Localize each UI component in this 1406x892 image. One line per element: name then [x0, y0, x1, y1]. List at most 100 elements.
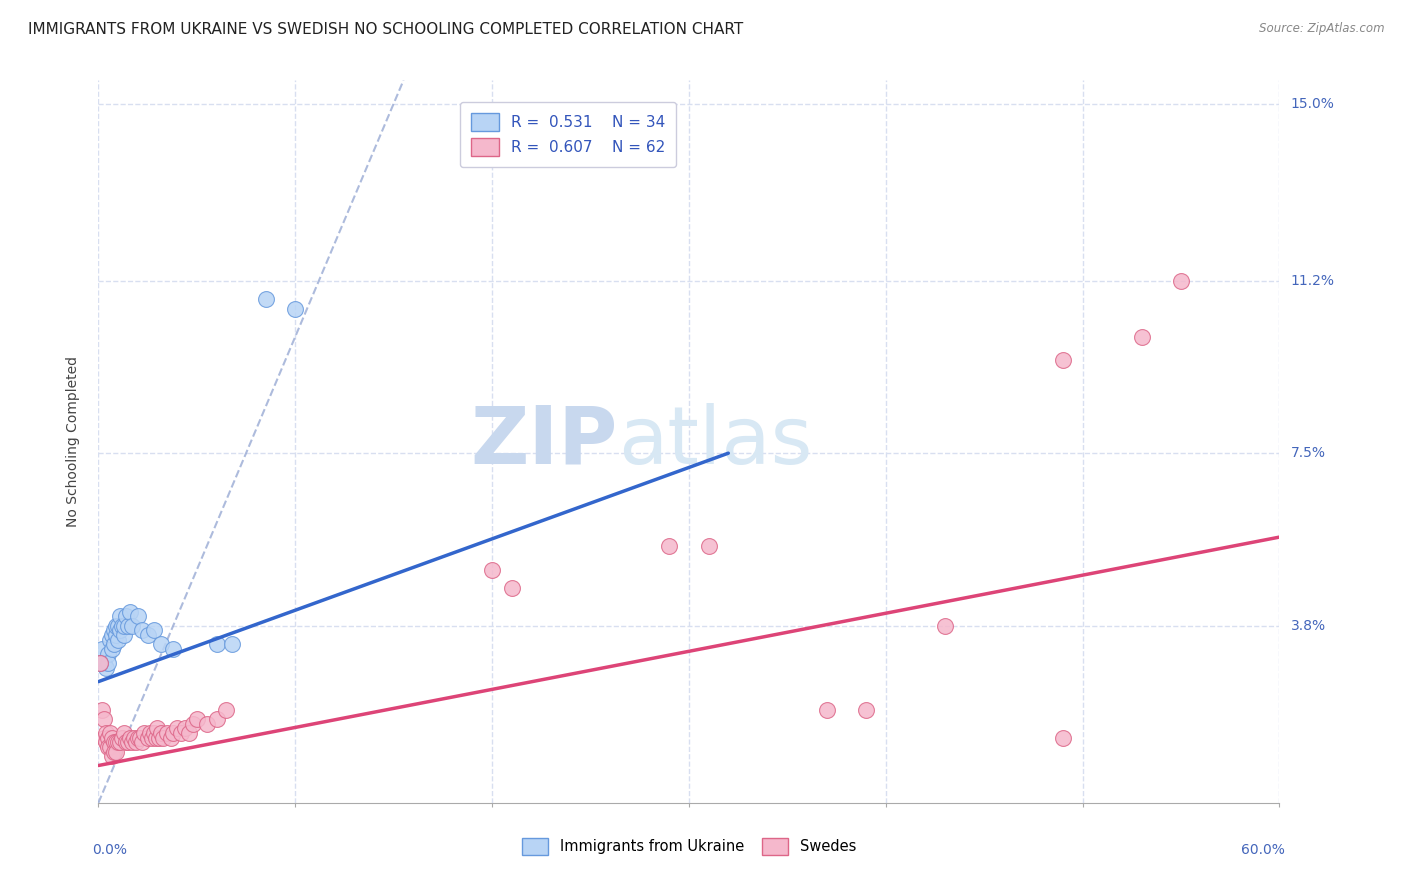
- Point: [131, 735, 153, 749]
- Point: [112, 726, 135, 740]
- Point: [177, 726, 200, 740]
- Point: [112, 628, 135, 642]
- Point: [156, 726, 179, 740]
- Point: [150, 637, 173, 651]
- Point: [481, 563, 503, 577]
- Point: [105, 618, 128, 632]
- Point: [93, 712, 115, 726]
- Point: [205, 712, 228, 726]
- Point: [112, 618, 135, 632]
- Point: [131, 624, 153, 638]
- Text: 0.0%: 0.0%: [93, 843, 128, 856]
- Point: [101, 642, 124, 657]
- Point: [97, 731, 120, 745]
- Point: [121, 735, 143, 749]
- Point: [125, 735, 148, 749]
- Point: [101, 731, 124, 745]
- Point: [254, 293, 277, 307]
- Point: [658, 540, 681, 554]
- Point: [89, 656, 111, 670]
- Point: [160, 731, 183, 745]
- Point: [162, 642, 184, 657]
- Point: [96, 735, 118, 749]
- Point: [97, 647, 120, 661]
- Point: [136, 731, 159, 745]
- Point: [108, 735, 131, 749]
- Point: [118, 605, 141, 619]
- Point: [142, 624, 165, 638]
- Text: 3.8%: 3.8%: [1291, 619, 1326, 632]
- Point: [186, 712, 208, 726]
- Point: [205, 637, 228, 651]
- Point: [103, 745, 125, 759]
- Point: [96, 726, 118, 740]
- Point: [101, 628, 124, 642]
- Point: [98, 726, 121, 740]
- Point: [170, 726, 193, 740]
- Point: [93, 656, 115, 670]
- Point: [136, 628, 159, 642]
- Point: [96, 660, 118, 674]
- Point: [103, 624, 125, 638]
- Point: [501, 582, 523, 596]
- Point: [150, 726, 173, 740]
- Point: [215, 702, 238, 716]
- Point: [1052, 731, 1074, 745]
- Point: [221, 637, 243, 651]
- Point: [115, 609, 138, 624]
- Point: [127, 731, 149, 745]
- Point: [1130, 329, 1153, 343]
- Point: [181, 716, 204, 731]
- Point: [855, 702, 877, 716]
- Point: [284, 301, 307, 316]
- Point: [111, 618, 134, 632]
- Point: [108, 609, 131, 624]
- Point: [103, 735, 125, 749]
- Point: [107, 632, 129, 647]
- Point: [1170, 274, 1192, 288]
- Point: [97, 656, 120, 670]
- Point: [97, 739, 120, 754]
- Point: [148, 731, 170, 745]
- Point: [697, 540, 720, 554]
- Point: [101, 749, 124, 764]
- Point: [122, 731, 145, 745]
- Point: [145, 731, 167, 745]
- Point: [138, 726, 160, 740]
- Text: 11.2%: 11.2%: [1291, 274, 1334, 288]
- Point: [115, 735, 138, 749]
- Point: [91, 702, 114, 716]
- Point: [141, 731, 163, 745]
- Point: [111, 731, 134, 745]
- Point: [105, 628, 128, 642]
- Point: [107, 618, 129, 632]
- Point: [127, 609, 149, 624]
- Point: [118, 731, 141, 745]
- Point: [98, 739, 121, 754]
- Point: [128, 731, 150, 745]
- Point: [174, 721, 197, 735]
- Point: [107, 735, 129, 749]
- Point: [142, 726, 165, 740]
- Y-axis label: No Schooling Completed: No Schooling Completed: [66, 356, 80, 527]
- Point: [934, 618, 956, 632]
- Point: [117, 618, 139, 632]
- Point: [146, 721, 169, 735]
- Point: [89, 656, 111, 670]
- Point: [103, 637, 125, 651]
- Text: ZIP: ZIP: [471, 402, 619, 481]
- Text: 7.5%: 7.5%: [1291, 446, 1326, 460]
- Point: [166, 721, 188, 735]
- Point: [1052, 353, 1074, 368]
- Point: [98, 632, 121, 647]
- Point: [105, 745, 128, 759]
- Point: [815, 702, 838, 716]
- Point: [132, 726, 155, 740]
- Text: atlas: atlas: [619, 402, 813, 481]
- Point: [105, 735, 128, 749]
- Point: [162, 726, 184, 740]
- Point: [152, 731, 174, 745]
- Legend: Immigrants from Ukraine, Swedes: Immigrants from Ukraine, Swedes: [516, 832, 862, 861]
- Point: [117, 735, 139, 749]
- Point: [121, 618, 143, 632]
